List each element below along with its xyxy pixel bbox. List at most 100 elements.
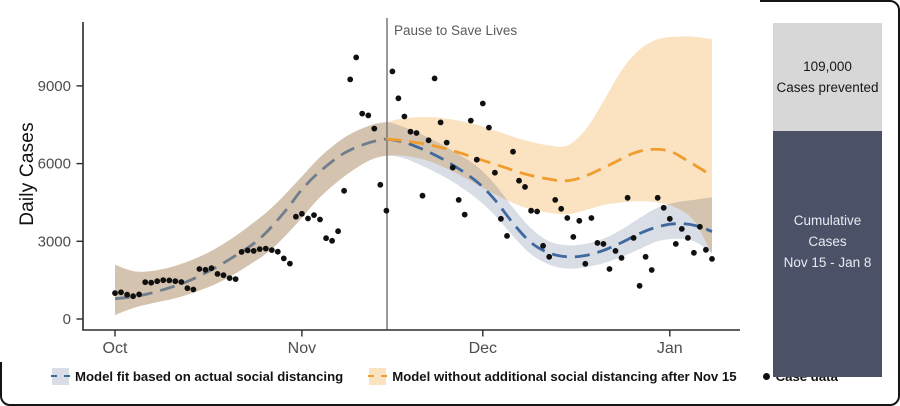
case-data-point xyxy=(407,128,414,135)
case-data-point xyxy=(299,210,305,217)
case-data-point xyxy=(552,197,559,203)
case-data-point xyxy=(654,194,661,201)
case-data-point xyxy=(371,125,378,132)
legend-label-no-distancing-model: Model without additional social distanci… xyxy=(392,369,737,384)
case-data-point xyxy=(274,248,281,255)
case-data-point xyxy=(576,217,583,224)
case-data-point xyxy=(522,184,528,190)
case-data-point xyxy=(691,249,697,256)
case-data-point xyxy=(136,291,143,298)
case-data-point xyxy=(365,112,372,119)
case-data-point xyxy=(678,226,685,232)
y-axis-tick-label: 0 xyxy=(63,311,71,328)
case-data-point xyxy=(612,248,619,254)
axis-lines xyxy=(82,22,740,331)
case-data-point xyxy=(148,279,155,286)
case-data-point xyxy=(498,215,504,222)
case-data-point xyxy=(564,215,571,221)
case-data-point xyxy=(287,260,293,267)
case-data-point xyxy=(383,207,390,214)
cases-prevented-box: 109,000 Cases prevented xyxy=(773,23,882,131)
x-axis-tick-label: Jan xyxy=(657,340,683,357)
case-data-point xyxy=(244,247,251,254)
case-data-point xyxy=(353,54,360,61)
case-data-point xyxy=(473,156,480,163)
case-data-point xyxy=(317,216,323,223)
case-data-point xyxy=(606,266,613,272)
case-data-dot-icon xyxy=(762,373,770,380)
cumulative-cases-box: Cumulative Cases Nov 15 - Jan 8 xyxy=(773,131,882,377)
case-data-point xyxy=(401,113,408,120)
case-data-point xyxy=(341,187,347,194)
case-data-point xyxy=(449,164,456,171)
case-data-point xyxy=(347,76,354,83)
case-data-point xyxy=(492,169,498,176)
case-data-point xyxy=(130,293,137,300)
no-distancing-model-line xyxy=(386,137,713,183)
case-data-point xyxy=(437,119,444,126)
y-axis-tick-label: 9000 xyxy=(38,78,71,95)
case-data-point xyxy=(600,241,607,247)
legend-item-actual-model: Model fit based on actual social distanc… xyxy=(51,368,344,385)
daily-cases-chart: 0 3000 6000 9000 Oct Nov Dec Jan xyxy=(37,18,740,357)
case-data-point xyxy=(570,234,577,240)
case-data-point xyxy=(395,95,402,102)
x-axis-tick-label: Dec xyxy=(469,340,497,357)
case-data-point xyxy=(208,265,215,272)
legend-label-actual-model: Model fit based on actual social distanc… xyxy=(75,369,344,384)
blue-confidence-ribbon xyxy=(115,122,712,316)
case-data-point xyxy=(226,275,233,281)
case-data-point xyxy=(618,255,625,261)
case-data-point xyxy=(558,205,565,212)
case-data-point xyxy=(419,192,426,199)
case-data-point xyxy=(305,215,311,222)
case-data-point xyxy=(184,285,191,292)
case-data-point xyxy=(329,237,335,244)
case-data-point xyxy=(214,271,221,277)
case-data-point xyxy=(588,215,595,221)
case-data-point xyxy=(709,256,715,262)
case-data-point xyxy=(238,249,245,255)
case-data-point xyxy=(630,235,637,241)
case-data-point xyxy=(413,130,420,136)
case-data-point xyxy=(642,253,649,260)
case-data-point xyxy=(323,235,329,242)
case-data-point xyxy=(540,242,546,249)
case-data-point xyxy=(431,75,438,82)
case-data-point xyxy=(516,177,522,184)
case-data-point xyxy=(443,139,450,146)
case-data-points xyxy=(112,54,715,300)
case-data-point xyxy=(172,278,179,285)
case-data-point xyxy=(582,260,589,267)
pause-annotation: Pause to Save Lives xyxy=(394,23,518,38)
case-data-point xyxy=(118,289,124,296)
case-data-point xyxy=(268,247,275,254)
cumulative-cases-label-line2: Nov 15 - Jan 8 xyxy=(783,255,872,270)
blue-ribbon-swatch-icon xyxy=(51,368,70,385)
case-data-point xyxy=(232,276,239,282)
case-data-point xyxy=(624,194,631,201)
case-data-point xyxy=(280,255,287,262)
y-axis-tick-label: 3000 xyxy=(38,233,71,250)
case-data-point xyxy=(220,272,227,279)
case-data-point xyxy=(359,110,366,117)
case-data-point xyxy=(636,282,643,289)
case-data-point xyxy=(534,208,540,215)
cases-prevented-value: 109,000 xyxy=(803,59,852,74)
case-data-point xyxy=(178,279,185,285)
case-data-point xyxy=(142,279,149,286)
case-data-point xyxy=(256,246,263,253)
cases-prevented-label: Cases prevented xyxy=(776,80,879,95)
case-data-point xyxy=(703,246,709,253)
case-data-point xyxy=(672,241,679,247)
case-data-point xyxy=(389,68,396,75)
case-data-point xyxy=(486,124,492,131)
case-data-point xyxy=(202,266,209,273)
case-data-point xyxy=(546,253,553,260)
case-data-point xyxy=(697,223,703,230)
case-data-point xyxy=(504,233,510,239)
case-data-point xyxy=(190,286,197,293)
case-data-point xyxy=(377,181,384,188)
orange-ribbon-swatch-icon xyxy=(368,368,388,385)
x-axis-tick-label: Nov xyxy=(288,340,316,357)
